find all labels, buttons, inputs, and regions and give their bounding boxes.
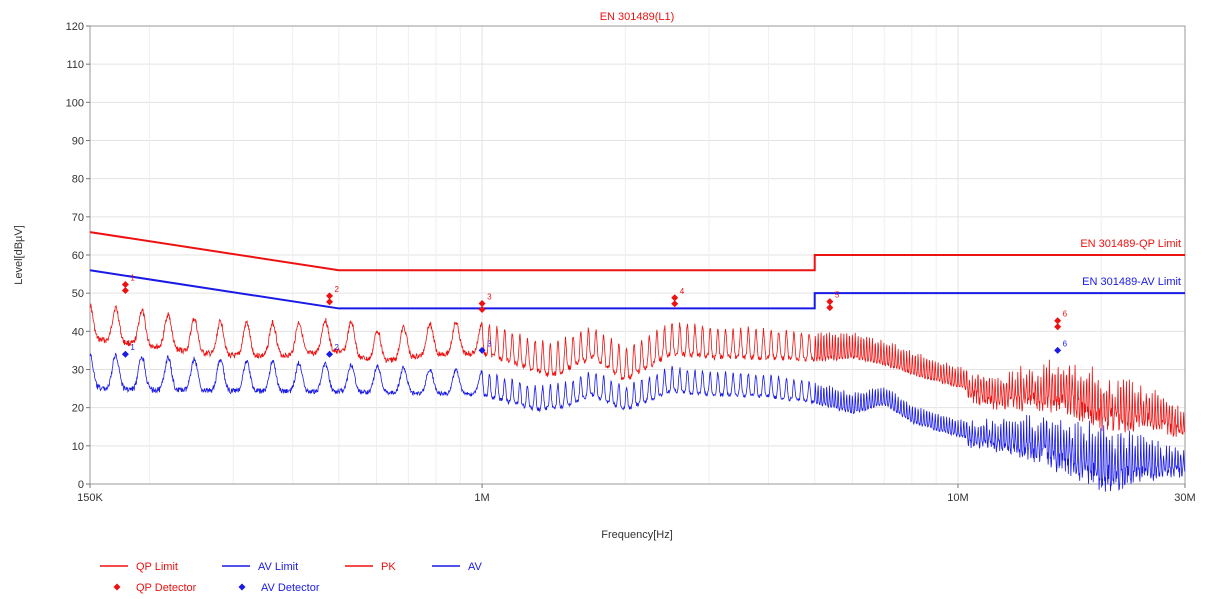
qp-detector-marker [478,306,486,314]
y-tick-label: 10 [72,441,84,453]
x-ticks: 150K 1M 10M 30M [77,484,1196,504]
x-tick-label: 30M [1174,492,1195,504]
legend-label: AV [468,561,483,573]
x-tick-label: 10M [947,492,968,504]
qp-detector-label: 6 [1063,310,1068,319]
qp-detector-label: 5 [835,291,840,300]
qp-detector-marker [826,298,834,306]
y-tick-label: 30 [72,365,84,377]
y-tick-label: 50 [72,288,84,300]
y-tick-label: 40 [72,326,84,338]
legend-label: AV Limit [258,561,298,573]
marker-layer: 1 2 3 4 5 6 1 2 3 6 [121,273,1068,358]
legend-swatch [113,583,121,591]
limit-line-label: EN 301489-QP Limit [1080,238,1181,250]
y-tick-label: 100 [66,97,84,109]
y-axis-label: Level[dBµV] [13,225,25,285]
limit-line-label: EN 301489-AV Limit [1082,276,1181,288]
av-detector-label: 1 [130,343,135,352]
qp-detector-marker [671,294,679,302]
qp-detector-marker [1054,317,1062,325]
x-axis-label: Frequency[Hz] [601,529,673,541]
av-detector-marker [121,350,129,358]
qp-detector-marker [671,300,679,308]
qp-detector-marker [326,298,334,306]
qp-detector-label: 1 [130,273,135,282]
legend-label: QP Detector [136,582,197,594]
series-pk-line [89,303,1186,437]
av-detector-marker [478,346,486,354]
limit-labels: EN 301489-QP Limit EN 301489-AV Limit [1080,238,1181,288]
qp-detector-label: 2 [335,285,340,294]
legend-swatch [238,583,246,591]
x-tick-label: 1M [474,492,489,504]
y-tick-label: 80 [72,174,84,186]
qp-detector-marker [121,280,129,288]
qp-limit-line [89,231,1185,272]
qp-detector-marker [121,286,129,294]
av-limit-line [89,269,1185,310]
legend-label: QP Limit [136,561,178,573]
series-av-line [89,352,1186,492]
qp-detector-label: 3 [487,293,492,302]
series-layer [89,303,1186,492]
qp-detector-marker [326,292,334,300]
legend-label: AV Detector [261,582,320,594]
av-detector-label: 3 [487,339,492,348]
limit-layer [89,231,1185,310]
av-detector-marker [1054,346,1062,354]
av-detector-marker [326,350,334,358]
av-detector-label: 2 [335,343,340,352]
av-detector-label: 6 [1063,339,1068,348]
qp-detector-marker [826,304,834,312]
legend-label: PK [381,561,396,573]
y-tick-label: 60 [72,250,84,262]
legend: QP Limit AV Limit PK AV QP Detector AV Detect… [100,561,483,594]
y-ticks: 0 10 20 30 40 50 60 70 80 90 100 110 120 [66,21,90,491]
qp-detector-marker [1054,323,1062,331]
qp-detector-label: 4 [680,287,685,296]
y-tick-label: 90 [72,136,84,148]
y-tick-label: 70 [72,212,84,224]
y-tick-label: 0 [78,479,84,491]
y-tick-label: 110 [66,59,84,71]
chart-title: EN 301489(L1) [600,11,675,23]
y-tick-label: 120 [66,21,84,33]
x-tick-label: 150K [77,492,103,504]
qp-detector-marker [478,300,486,308]
y-tick-label: 20 [72,403,84,415]
